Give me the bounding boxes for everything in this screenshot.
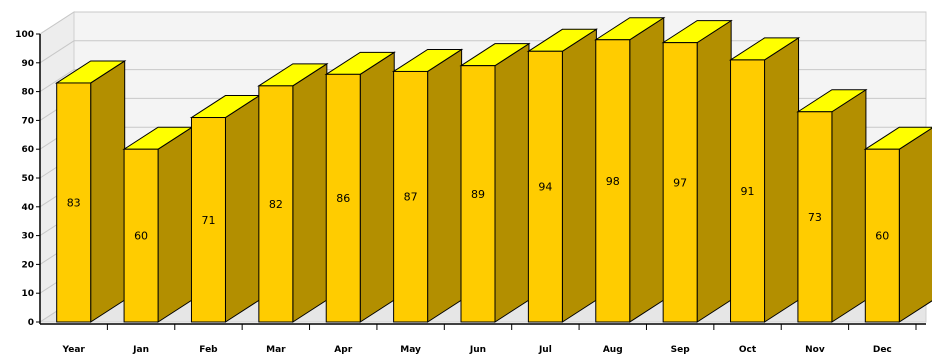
y-tick-label: 0 [28,318,34,328]
y-tick-label: 60 [21,145,34,155]
y-tick-label: 10 [21,289,34,299]
bar [728,37,801,323]
bars [54,16,932,323]
x-tick-label: Jan [132,345,149,355]
x-tick-label: Dec [873,345,892,355]
bar-side [494,42,530,323]
bar [796,88,868,323]
y-tick-label: 30 [21,232,34,242]
bar [189,94,262,323]
bar-side [427,48,463,323]
bar-front [662,42,698,323]
bar-side [764,37,800,323]
bar [526,28,599,323]
bar [122,126,194,323]
bar [594,16,666,323]
bar-value-label: 60 [875,230,889,243]
bar-value-label: 91 [741,185,755,198]
bar-value-label: 89 [471,188,485,201]
gridline [39,11,926,35]
bar-value-label: 60 [134,230,148,243]
bar-value-label: 94 [538,181,552,194]
bar [257,62,329,323]
x-tick-label: Jul [538,345,552,355]
x-tick-label: Nov [805,345,825,355]
x-tick-label: Jun [469,345,486,355]
bar-front [797,111,833,323]
bar-value-label: 71 [201,214,215,227]
bar-front [258,85,294,323]
bar-side [359,51,395,323]
bar [54,60,127,323]
y-tick-label: 90 [21,59,34,69]
x-tick-label: Mar [266,345,286,355]
bar [324,51,396,323]
bar-value-label: 83 [67,196,81,209]
x-tick-label: Feb [199,345,218,355]
bar-value-label: 87 [404,191,418,204]
bar-front [325,73,361,323]
y-tick-label: 80 [21,88,34,98]
bar-front [190,117,226,323]
bar-front [56,82,92,323]
tick-labels: 0 10 20 30 40 50 60 70 80 90 100 83 Year 60 Jan 71 Feb 82… [15,30,892,355]
bar [391,48,464,323]
bar-front [123,148,159,323]
bar [661,19,733,323]
bar-front [864,148,900,323]
bar-front [393,70,429,323]
y-tick-label: 100 [15,30,34,40]
x-tick-label: May [400,345,421,355]
bar-value-label: 86 [336,192,350,205]
x-tick-label: Oct [739,345,757,355]
bar-front [527,50,563,323]
bar-side [224,94,260,323]
bar-value-label: 98 [606,175,620,188]
y-tick-label: 70 [21,116,34,126]
bar-front [460,65,496,323]
bar-side [629,16,665,323]
bar-front [595,39,631,323]
bar-value-label: 73 [808,211,822,224]
x-tick-label: Apr [334,345,352,355]
bar-side [561,28,597,323]
x-tick-label: Aug [603,345,623,355]
bar-side [696,19,732,323]
bar-side [831,88,867,323]
bar-side [292,62,328,323]
x-tick-label: Year [62,345,86,355]
x-tick-label: Sep [671,345,691,355]
bar-value-label: 97 [673,176,687,189]
y-tick-label: 40 [21,203,34,213]
bar [459,42,531,323]
bar-value-label: 82 [269,198,283,211]
bar-side [898,127,932,323]
bar-side [157,126,193,323]
bar-side [90,60,126,323]
y-tick-label: 20 [21,260,34,270]
axes [36,33,926,330]
bar-front [730,59,766,323]
y-tick-label: 50 [21,174,34,184]
bar [863,126,932,323]
